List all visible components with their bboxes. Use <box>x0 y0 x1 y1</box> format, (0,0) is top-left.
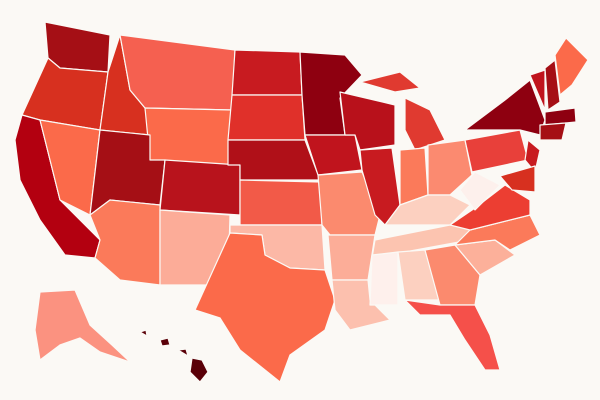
state-wv <box>459 171 501 211</box>
state-tx <box>194 232 336 383</box>
state-co <box>159 159 241 216</box>
state-hi-4 <box>189 357 209 383</box>
state-me <box>554 37 589 96</box>
states <box>14 21 589 383</box>
state-ar <box>327 234 376 281</box>
state-ct-ri <box>539 122 567 141</box>
state-ne <box>227 139 321 181</box>
state-fl <box>404 299 501 371</box>
state-la <box>331 279 391 331</box>
state-mi-upper <box>359 71 421 93</box>
state-hi-2 <box>159 337 171 347</box>
state-ga <box>424 244 481 306</box>
state-oh <box>427 139 473 196</box>
state-hi-3 <box>177 348 189 357</box>
state-sd <box>227 94 306 141</box>
state-nd <box>231 49 303 96</box>
state-ms <box>369 251 399 306</box>
state-hi-1 <box>139 329 148 337</box>
state-wy <box>144 107 233 166</box>
state-ks <box>239 179 323 226</box>
state-nh <box>544 59 561 111</box>
state-ma <box>544 107 577 126</box>
state-md-de <box>499 165 536 193</box>
state-vt <box>529 69 546 111</box>
state-ak <box>34 289 131 363</box>
